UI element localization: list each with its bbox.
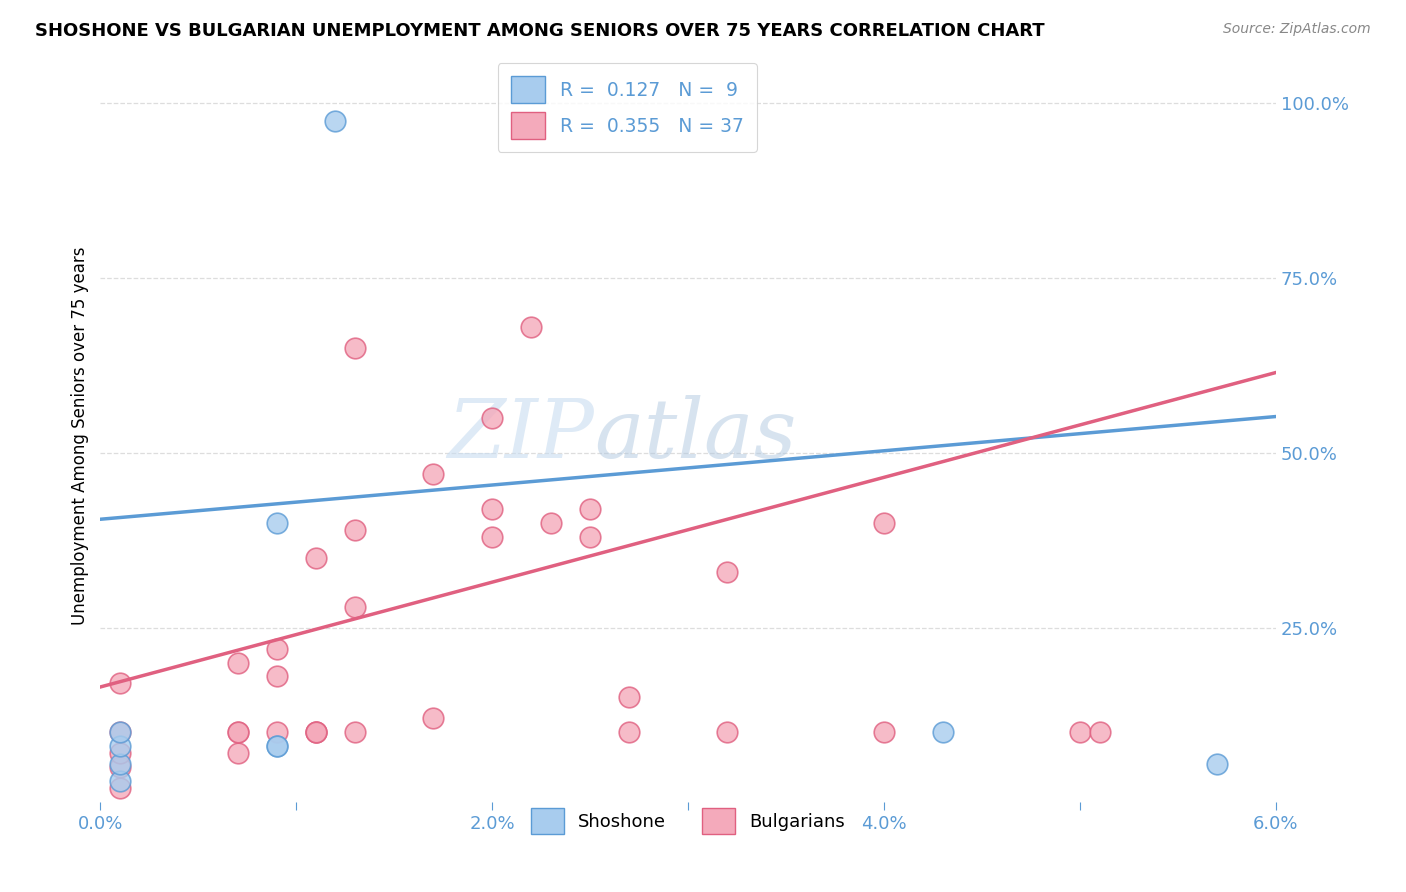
Point	[344, 725, 367, 739]
Point	[305, 550, 328, 565]
Point	[344, 523, 367, 537]
Point	[266, 739, 288, 754]
Point	[1069, 725, 1091, 739]
Point	[266, 725, 288, 739]
Point	[108, 756, 131, 771]
Point	[108, 739, 131, 754]
Point	[579, 530, 602, 544]
Point	[266, 516, 288, 530]
Text: ZIP: ZIP	[447, 395, 595, 475]
Point	[266, 739, 288, 754]
Point	[422, 467, 444, 481]
Point	[344, 599, 367, 614]
Point	[226, 656, 249, 670]
Point	[108, 747, 131, 761]
Y-axis label: Unemployment Among Seniors over 75 years: Unemployment Among Seniors over 75 years	[72, 246, 89, 624]
Point	[481, 411, 503, 425]
Point	[1206, 756, 1229, 771]
Point	[226, 725, 249, 739]
Point	[619, 725, 641, 739]
Point	[305, 725, 328, 739]
Point	[579, 501, 602, 516]
Point	[932, 725, 955, 739]
Point	[325, 114, 347, 128]
Point	[481, 501, 503, 516]
Point	[108, 676, 131, 690]
Legend: Shoshone, Bulgarians: Shoshone, Bulgarians	[520, 797, 856, 845]
Point	[716, 725, 738, 739]
Point	[305, 725, 328, 739]
Point	[108, 781, 131, 796]
Point	[344, 341, 367, 355]
Point	[108, 760, 131, 774]
Point	[873, 516, 896, 530]
Point	[619, 690, 641, 705]
Point	[1088, 725, 1111, 739]
Point	[108, 774, 131, 789]
Point	[422, 711, 444, 725]
Point	[716, 565, 738, 579]
Point	[226, 725, 249, 739]
Point	[226, 747, 249, 761]
Text: atlas: atlas	[595, 395, 796, 475]
Point	[266, 669, 288, 683]
Text: Source: ZipAtlas.com: Source: ZipAtlas.com	[1223, 22, 1371, 37]
Point	[873, 725, 896, 739]
Point	[540, 516, 562, 530]
Point	[266, 641, 288, 656]
Point	[305, 725, 328, 739]
Point	[108, 725, 131, 739]
Point	[520, 320, 543, 334]
Point	[481, 530, 503, 544]
Point	[108, 725, 131, 739]
Text: SHOSHONE VS BULGARIAN UNEMPLOYMENT AMONG SENIORS OVER 75 YEARS CORRELATION CHART: SHOSHONE VS BULGARIAN UNEMPLOYMENT AMONG…	[35, 22, 1045, 40]
